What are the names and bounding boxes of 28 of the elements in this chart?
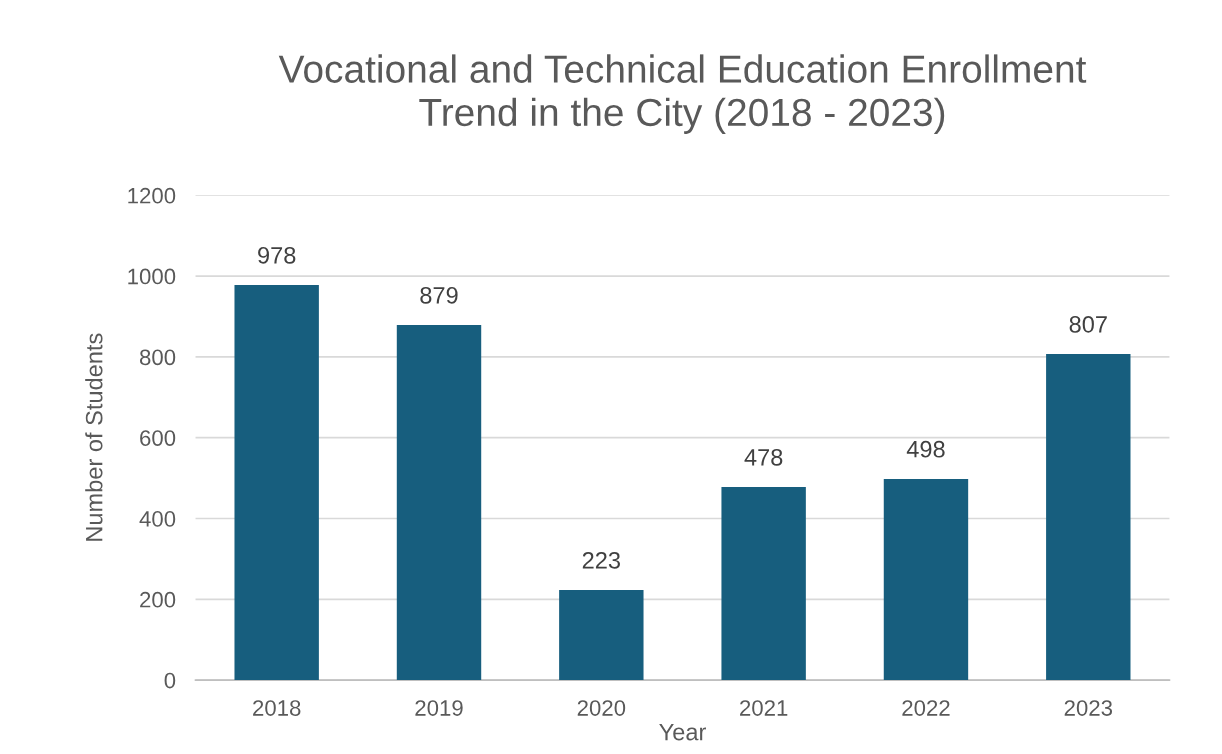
bar bbox=[883, 478, 969, 681]
data-label: 478 bbox=[744, 448, 783, 466]
bar bbox=[1046, 354, 1131, 681]
y-tick-label: 1000 bbox=[128, 268, 176, 285]
y-tick-label: 800 bbox=[139, 349, 176, 366]
y-tick-label: 200 bbox=[140, 591, 176, 608]
x-tick-label: 2018 bbox=[253, 700, 301, 716]
x-tick-label: 2020 bbox=[577, 700, 626, 716]
bar bbox=[559, 590, 644, 681]
data-label: 978 bbox=[258, 246, 296, 264]
bar bbox=[721, 486, 806, 681]
x-tick-label: 2021 bbox=[740, 700, 788, 716]
x-tick-label: 2019 bbox=[415, 700, 463, 716]
bar bbox=[234, 284, 319, 681]
y-axis-title: Number of Students bbox=[85, 333, 103, 541]
chart-title: Vocational and Technical Education Enrollment Trend in the City (2018 - 2023) bbox=[278, 54, 1087, 134]
data-label: 223 bbox=[582, 551, 620, 569]
data-label: 498 bbox=[906, 440, 945, 458]
y-tick-label: 0 bbox=[164, 672, 176, 689]
bar bbox=[396, 324, 482, 681]
y-tick-label: 600 bbox=[140, 430, 176, 446]
data-label: 879 bbox=[420, 286, 458, 304]
x-tick-label: 2022 bbox=[902, 700, 950, 716]
x-axis-title: Year bbox=[659, 723, 706, 741]
x-tick-label: 2023 bbox=[1064, 700, 1113, 716]
y-tick-label: 400 bbox=[139, 511, 176, 527]
y-tick-label: 1200 bbox=[128, 187, 176, 204]
data-label: 807 bbox=[1069, 316, 1107, 333]
